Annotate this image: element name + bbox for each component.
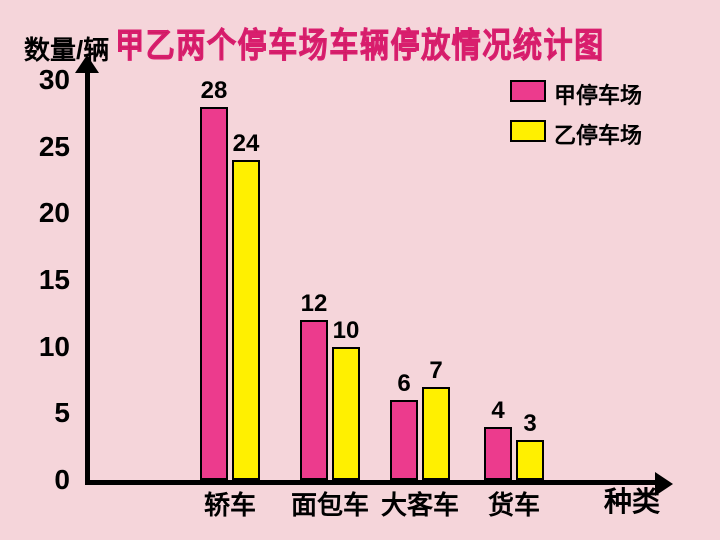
bar-value-label: 10 <box>328 317 364 345</box>
bar-value-label: 12 <box>296 290 332 318</box>
category-label: 轿车 <box>180 485 280 522</box>
chart-title: 甲乙两个停车场车辆停放情况统计图 <box>115 18 605 67</box>
legend-label: 乙停车场 <box>554 118 642 150</box>
bar <box>390 400 418 480</box>
legend-swatch <box>510 120 546 142</box>
y-tick-label: 0 <box>20 464 70 496</box>
bar-value-label: 28 <box>196 77 232 105</box>
bar <box>422 387 450 480</box>
y-tick-label: 5 <box>20 397 70 429</box>
y-axis <box>85 65 90 485</box>
bar-value-label: 6 <box>386 370 422 398</box>
bar <box>232 160 260 480</box>
legend-swatch <box>510 80 546 102</box>
y-tick-label: 30 <box>20 64 70 96</box>
chart-container: 甲乙两个停车场车辆停放情况统计图 数量/辆 种类 051015202530 28… <box>0 0 720 540</box>
bar <box>484 427 512 480</box>
bar <box>516 440 544 480</box>
bar-value-label: 3 <box>512 410 548 438</box>
bar-value-label: 4 <box>480 397 516 425</box>
category-label: 面包车 <box>280 485 380 522</box>
bar <box>332 347 360 480</box>
bar <box>300 320 328 480</box>
bar-value-label: 24 <box>228 130 264 158</box>
y-tick-label: 15 <box>20 264 70 296</box>
category-label: 货车 <box>464 485 564 522</box>
category-label: 大客车 <box>370 485 470 522</box>
x-axis-arrow <box>655 472 673 496</box>
bar <box>200 107 228 480</box>
legend-label: 甲停车场 <box>554 78 642 110</box>
y-axis-arrow <box>75 55 99 73</box>
x-axis-label: 种类 <box>604 480 660 520</box>
y-tick-label: 20 <box>20 197 70 229</box>
y-tick-label: 10 <box>20 331 70 363</box>
bar-value-label: 7 <box>418 357 454 385</box>
y-tick-label: 25 <box>20 131 70 163</box>
